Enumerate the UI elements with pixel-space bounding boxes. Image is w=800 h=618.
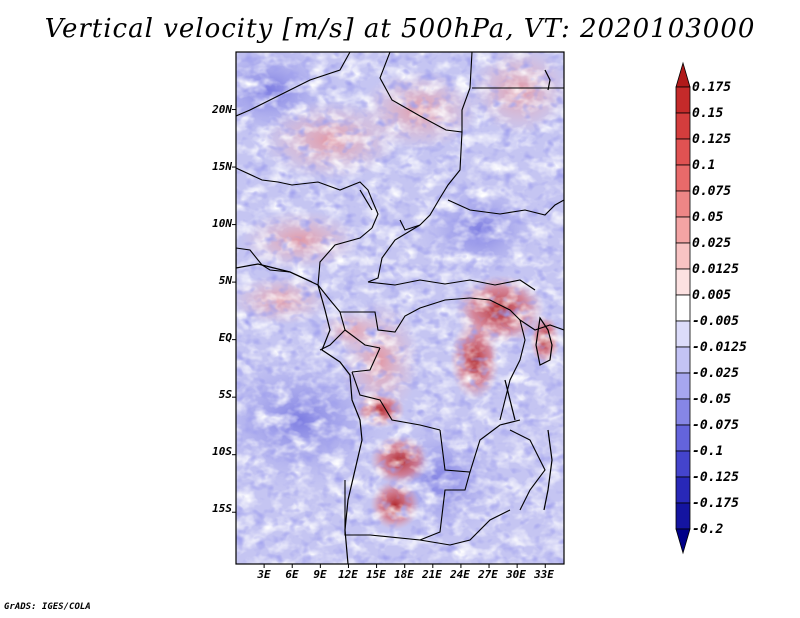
colorbar-swatch — [675, 164, 691, 192]
lon-label-6e: 6E — [285, 568, 299, 581]
velocity-field — [236, 52, 564, 564]
lat-label-15s: 15S — [212, 502, 232, 515]
lon-label-3e: 3E — [257, 568, 271, 581]
colorbar-swatch — [675, 476, 691, 504]
colorbar-bottom-arrow — [675, 528, 691, 555]
lat-label-eq: EQ — [218, 331, 232, 344]
colorbar-swatch — [675, 242, 691, 270]
lon-label-15e: 15E — [366, 568, 386, 581]
colorbar-label: -0.125 — [692, 470, 739, 485]
colorbar-label: 0.0125 — [692, 262, 739, 277]
colorbar-swatch — [675, 346, 691, 374]
grads-credit: GrADS: IGES/COLA — [4, 602, 91, 612]
colorbar-label: -0.05 — [692, 392, 732, 407]
colorbar-swatch — [675, 424, 691, 452]
colorbar-label: -0.1 — [692, 444, 724, 459]
colorbar-swatch — [675, 320, 691, 348]
lon-label-9e: 9E — [313, 568, 327, 581]
map-title: Vertical velocity [m/s] at 500hPa, VT: 2… — [44, 14, 756, 44]
colorbar-label: -0.2 — [692, 522, 724, 537]
lon-label-21e: 21E — [422, 568, 442, 581]
colorbar-swatch — [675, 138, 691, 166]
colorbar-swatch — [675, 112, 691, 140]
colorbar-label: -0.075 — [692, 418, 739, 433]
lat-label-5n: 5N — [218, 274, 232, 287]
colorbar-label: 0.025 — [692, 236, 732, 251]
colorbar — [675, 61, 691, 555]
colorbar-label: 0.125 — [692, 132, 732, 147]
lat-label-15n: 15N — [212, 160, 232, 173]
colorbar-swatch — [675, 216, 691, 244]
lon-label-24e: 24E — [450, 568, 470, 581]
colorbar-top-arrow — [675, 61, 691, 88]
colorbar-swatch — [675, 450, 691, 478]
lat-label-10n: 10N — [212, 217, 232, 230]
lon-label-30e: 30E — [506, 568, 526, 581]
colorbar-label: -0.175 — [692, 496, 739, 511]
lon-tick-marks — [263, 564, 546, 568]
colorbar-label: -0.025 — [692, 366, 739, 381]
colorbar-label: 0.1 — [692, 158, 716, 173]
lat-label-20n: 20N — [212, 103, 232, 116]
colorbar-swatch — [675, 86, 691, 114]
colorbar-swatch — [675, 372, 691, 400]
coastlines — [236, 69, 553, 564]
country-borders — [236, 52, 564, 546]
lon-label-27e: 27E — [478, 568, 498, 581]
colorbar-label: 0.15 — [692, 106, 724, 121]
map-frame — [235, 51, 565, 565]
colorbar-label: 0.05 — [692, 210, 724, 225]
colorbar-swatch — [675, 294, 691, 322]
lon-label-18e: 18E — [394, 568, 414, 581]
colorbar-label: -0.0125 — [692, 340, 747, 355]
colorbar-label: 0.005 — [692, 288, 732, 303]
colorbar-swatch — [675, 268, 691, 296]
colorbar-label: 0.075 — [692, 184, 732, 199]
colorbar-swatch — [675, 398, 691, 426]
colorbar-swatch — [675, 502, 691, 530]
lat-label-5s: 5S — [218, 388, 232, 401]
colorbar-label: 0.175 — [692, 80, 732, 95]
lon-label-33e: 33E — [534, 568, 554, 581]
lat-label-10s: 10S — [212, 445, 232, 458]
lon-label-12e: 12E — [338, 568, 358, 581]
colorbar-swatch — [675, 190, 691, 218]
lat-tick-marks — [232, 109, 236, 513]
colorbar-label: -0.005 — [692, 314, 739, 329]
